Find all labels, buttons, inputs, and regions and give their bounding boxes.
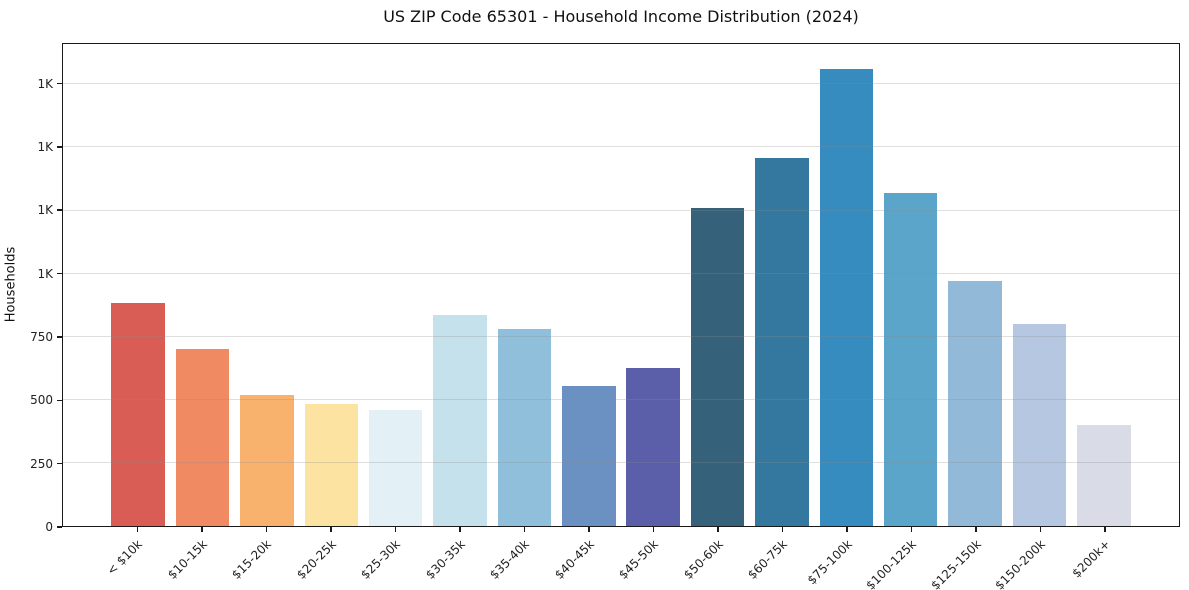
bar-$60-75k [755, 157, 809, 526]
bar-$50-60k [690, 208, 745, 526]
y-tick-mark [57, 399, 62, 402]
bar-slot [235, 44, 299, 526]
x-tick-mark [975, 527, 977, 532]
y-tick-label: 1K [37, 266, 53, 281]
bar-$75-100k [819, 69, 874, 526]
x-tick-mark [1039, 527, 1041, 532]
x-tick-mark [1104, 527, 1106, 532]
bar-$40-45k [562, 385, 616, 526]
y-tick-mark [57, 146, 62, 148]
bar-$100-125k [883, 192, 938, 526]
bar-$125-150k [948, 281, 1002, 526]
y-tick-label: 250 [30, 456, 53, 471]
bar-$25-30k [368, 409, 423, 526]
bar-$20-25k [304, 403, 359, 526]
x-tick-mark [910, 527, 912, 532]
y-tick-label: 750 [30, 329, 53, 344]
y-tick-label: 500 [30, 393, 53, 408]
bar-slot [492, 44, 556, 526]
bar-$10-15k [175, 349, 230, 526]
x-tick-mark [459, 527, 461, 532]
x-tick-mark [652, 527, 654, 532]
x-tick-mark [781, 527, 783, 532]
bar-< $10k [111, 302, 165, 526]
bar-$30-35k [433, 315, 487, 526]
bar-slot [750, 44, 814, 526]
x-tick-mark [330, 527, 332, 532]
bar-slot [170, 44, 234, 526]
y-tick-mark [57, 526, 62, 528]
bar-slot [1007, 44, 1071, 526]
x-tick-mark [717, 527, 719, 532]
x-tick-mark [265, 527, 267, 532]
bar-slot [685, 44, 749, 526]
y-tick-label: 1K [37, 203, 53, 218]
y-tick-mark [57, 209, 62, 211]
x-tick-mark [201, 527, 203, 532]
y-tick-mark [57, 272, 62, 275]
x-tick-mark [136, 527, 138, 532]
y-tick-mark [57, 336, 62, 338]
bar-slot [106, 44, 170, 526]
bar-$15-20k [240, 394, 294, 526]
y-tick-label: 1K [37, 139, 53, 154]
bar-slot [299, 44, 363, 526]
bar-$200k+ [1077, 425, 1131, 526]
bars-container [63, 44, 1179, 526]
bar-slot [364, 44, 428, 526]
bar-slot [428, 44, 492, 526]
bar-$45-50k [626, 368, 680, 526]
bar-slot [621, 44, 685, 526]
x-tick-mark [846, 527, 848, 532]
x-tick-mark [523, 527, 525, 532]
y-tick-mark [57, 82, 62, 85]
y-tick-label: 0 [45, 520, 53, 534]
y-tick-mark [57, 462, 62, 465]
plot-area [62, 43, 1180, 527]
bar-slot [1072, 44, 1136, 526]
y-tick-label: 1K [37, 76, 53, 91]
x-tick-mark [588, 527, 590, 532]
bar-slot [943, 44, 1007, 526]
bar-slot [879, 44, 943, 526]
chart-title: US ZIP Code 65301 - Household Income Dis… [383, 7, 859, 26]
bar-slot [557, 44, 621, 526]
bar-$35-40k [497, 329, 552, 526]
x-tick-mark [394, 527, 396, 532]
x-tick-label: < $10k [104, 537, 146, 578]
bar-slot [814, 44, 878, 526]
bar-$150-200k [1012, 324, 1067, 526]
